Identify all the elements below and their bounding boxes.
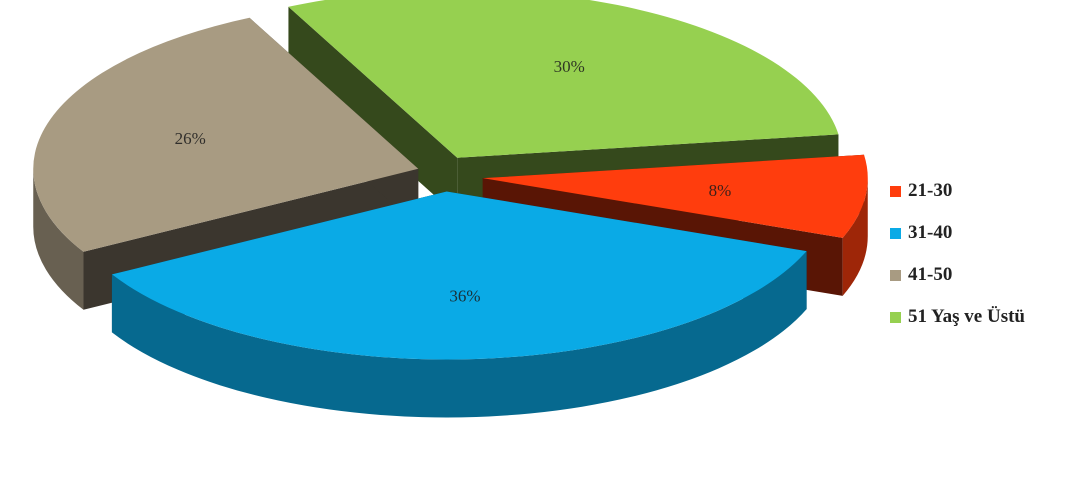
legend-item-51-plus: 51 Yaş ve Üstü bbox=[890, 296, 1025, 338]
data-label-31-40: 36% bbox=[449, 286, 480, 305]
legend-swatch-41-50 bbox=[890, 269, 901, 281]
slice-top-31-40 bbox=[111, 191, 807, 360]
legend-label-21-30: 21-30 bbox=[908, 180, 953, 201]
legend-swatch-21-30 bbox=[890, 185, 901, 197]
slice-rim-41-50-0 bbox=[33, 168, 84, 310]
legend-label-41-50: 41-50 bbox=[908, 264, 953, 285]
legend-item-21-30: 21-30 bbox=[890, 170, 1025, 212]
slice-rim-31-40-0 bbox=[111, 251, 807, 418]
legend: 21-30 31-40 41-50 51 Yaş ve Üstü bbox=[890, 170, 1025, 338]
legend-swatch-31-40 bbox=[890, 227, 901, 239]
slice-31-40 bbox=[111, 191, 807, 418]
legend-label-31-40: 31-40 bbox=[908, 222, 953, 243]
slice-top-51-plus bbox=[288, 0, 839, 158]
slice-wall-51-plus-0 bbox=[288, 6, 458, 216]
slice-top-41-50 bbox=[33, 17, 419, 252]
legend-swatch-51-plus bbox=[890, 311, 901, 323]
legend-item-31-40: 31-40 bbox=[890, 212, 1025, 254]
legend-label-51-plus: 51 Yaş ve Üstü bbox=[908, 306, 1025, 327]
slice-rim-21-30-0 bbox=[842, 178, 868, 296]
data-label-51-plus: 30% bbox=[554, 57, 585, 76]
data-label-41-50: 26% bbox=[175, 129, 206, 148]
data-label-21-30: 8% bbox=[709, 181, 732, 200]
legend-item-41-50: 41-50 bbox=[890, 254, 1025, 296]
slice-top-21-30 bbox=[482, 154, 868, 238]
